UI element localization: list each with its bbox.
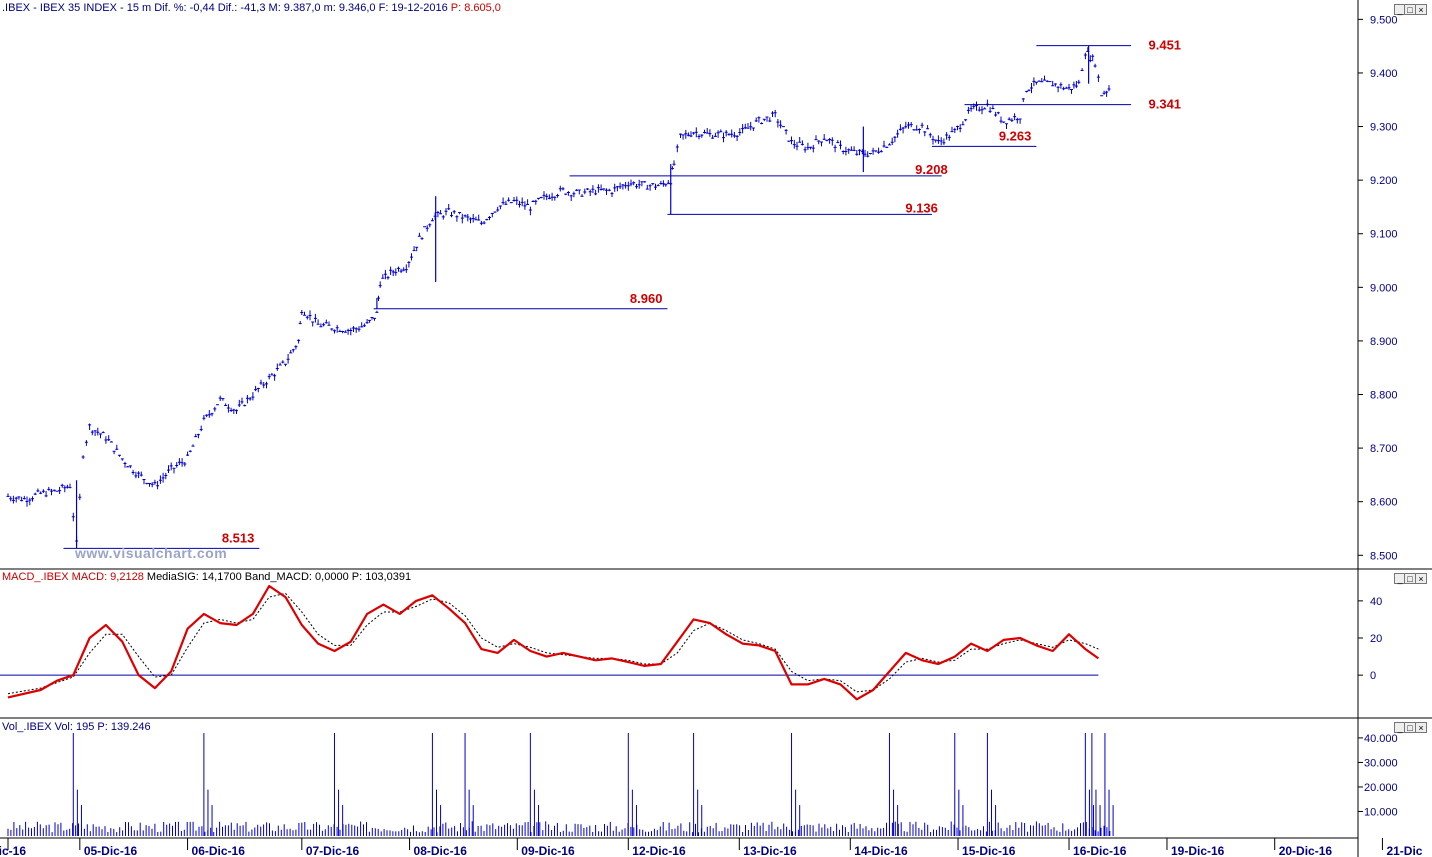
macd-close-button[interactable]: ×	[1415, 573, 1427, 584]
macd-axis-label: 40	[1370, 596, 1382, 608]
time-axis-label: 15-Dic-16	[962, 844, 1016, 857]
vol-axis-label: 40.000	[1364, 733, 1398, 745]
price-axis-label: 9.000	[1370, 282, 1398, 294]
time-axis-label: Dic-16	[0, 844, 26, 857]
macd-title-prefix: MACD_.IBEX MACD: 9,2128	[2, 571, 144, 583]
level-label: 9.451	[1149, 38, 1182, 53]
price-axis-label: 8.600	[1370, 497, 1398, 509]
time-axis-label: 05-Dic-16	[84, 844, 138, 857]
level-label: 9.136	[905, 200, 938, 215]
axes-layer: 9.500 9.400 9.300 9.200 9.100 9.000 8.900 8.800…	[0, 14, 1423, 857]
volume-panel	[7, 733, 1114, 836]
level-label: 9.263	[999, 128, 1032, 143]
macd-signal-line	[7, 592, 1099, 695]
vol-axis-label: 10.000	[1364, 806, 1398, 818]
macd-panel	[0, 584, 1100, 701]
macd-axis-label: 0	[1370, 670, 1376, 682]
chart-title: .IBEX - IBEX 35 INDEX - 15 m Dif. %: -0,…	[2, 2, 501, 15]
price-series	[6, 45, 1111, 549]
time-axis-label: 19-Dic-16	[1171, 844, 1225, 857]
time-axis-label: 08-Dic-16	[414, 844, 468, 857]
time-axis-label: 12-Dic-16	[632, 844, 686, 857]
time-axis-label: 06-Dic-16	[192, 844, 246, 857]
price-axis-label: 9.100	[1370, 229, 1398, 241]
level-label: 9.341	[1149, 97, 1182, 112]
macd-line	[7, 584, 1100, 701]
time-axis-label: 14-Dic-16	[854, 844, 908, 857]
time-axis-label: 20-Dic-16	[1279, 844, 1333, 857]
time-axis-label: 09-Dic-16	[521, 844, 575, 857]
volume-title: Vol_.IBEX Vol: 195 P: 139.246	[2, 721, 151, 733]
time-axis-label: 21-Dic	[1386, 844, 1422, 857]
macd-axis-label: 20	[1370, 633, 1382, 645]
level-label: 8.960	[630, 291, 663, 306]
price-axis-label: 9.200	[1370, 175, 1398, 187]
chart-title-price: P: 8.605,0	[450, 2, 501, 14]
time-axis-label: 07-Dic-16	[306, 844, 360, 857]
macd-title: MACD_.IBEX MACD: 9,2128 MediaSIG: 14,170…	[2, 571, 411, 584]
close-button[interactable]: ×	[1415, 4, 1427, 15]
volume-bars	[7, 821, 1111, 836]
level-lines: 8.513 8.960 9.208 9.136 9.263 9.341 9.451	[63, 38, 1182, 549]
vol-axis-label: 20.000	[1364, 782, 1398, 794]
level-label: 8.513	[222, 530, 255, 545]
price-axis-label: 8.800	[1370, 390, 1398, 402]
macd-title-rest: MediaSIG: 14,1700 Band_MACD: 0,0000 P: 1…	[143, 571, 412, 583]
price-axis-label: 8.700	[1370, 443, 1398, 455]
level-label: 9.208	[915, 162, 948, 177]
price-bars	[6, 47, 1111, 546]
vol-close-button[interactable]: ×	[1415, 722, 1427, 733]
watermark: www.visualchart.com	[75, 545, 228, 561]
price-axis-label: 8.900	[1370, 336, 1398, 348]
price-axis-label: 9.500	[1370, 14, 1398, 26]
price-axis-label: 8.500	[1370, 550, 1398, 562]
time-axis-label: 13-Dic-16	[743, 844, 797, 857]
vol-axis-label: 30.000	[1364, 757, 1398, 769]
price-axis-label: 9.400	[1370, 68, 1398, 80]
time-axis-label: 16-Dic-16	[1073, 844, 1127, 857]
price-axis-label: 9.300	[1370, 122, 1398, 134]
chart-title-text: .IBEX - IBEX 35 INDEX - 15 m Dif. %: -0,…	[2, 2, 448, 14]
